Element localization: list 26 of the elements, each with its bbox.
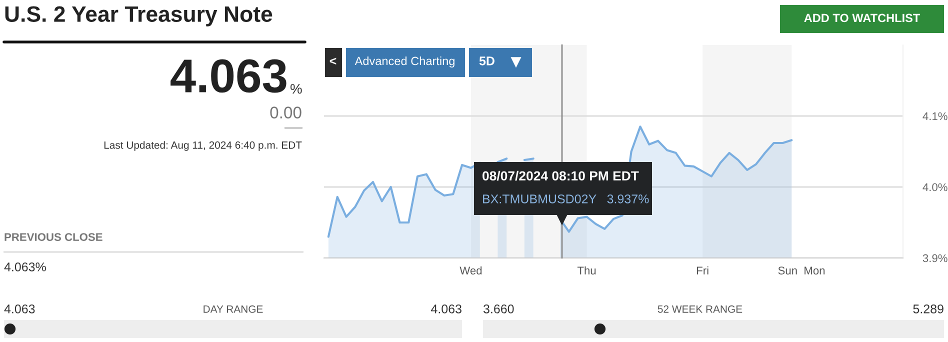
text: 5.289 [913, 304, 944, 314]
text: % [290, 84, 302, 94]
y-tick-label: 4.1% [922, 112, 948, 120]
x-tick-label: Fri [697, 266, 708, 274]
text: 0.00 [270, 106, 302, 118]
annotation: 5D [479, 56, 494, 66]
text: Last Updated: Aug 11, 2024 6:40 p.m. EDT [104, 141, 302, 151]
text: 52 WEEK RANGE [658, 305, 742, 313]
text: 4.063% [4, 262, 46, 272]
x-tick-label: Wed [460, 266, 482, 274]
text: 3.660 [483, 304, 514, 314]
text: U.S. 2 Year Treasury Note [5, 6, 272, 26]
text: 4.063 [431, 304, 462, 314]
text: DAY RANGE [204, 305, 263, 313]
annotation: < [330, 58, 336, 64]
text: 4.063 [4, 304, 35, 314]
y-tick-label: 4.0% [922, 183, 948, 192]
text: PREVIOUS CLOSE [4, 233, 102, 241]
annotation: 08/07/2024 08:10 PM EDT BX:TMUBMUSD02Y 3.937% [482, 170, 649, 204]
annotation: Advanced Charting [354, 56, 454, 68]
x-tick-label: Mon [804, 266, 825, 274]
text: ADD TO WATCHLIST [804, 14, 920, 22]
x-tick-label: Thu [577, 266, 596, 274]
text: 4.063 [170, 59, 286, 93]
x-tick-label: Sun [778, 266, 797, 274]
y-tick-label: 3.9% [922, 254, 948, 262]
